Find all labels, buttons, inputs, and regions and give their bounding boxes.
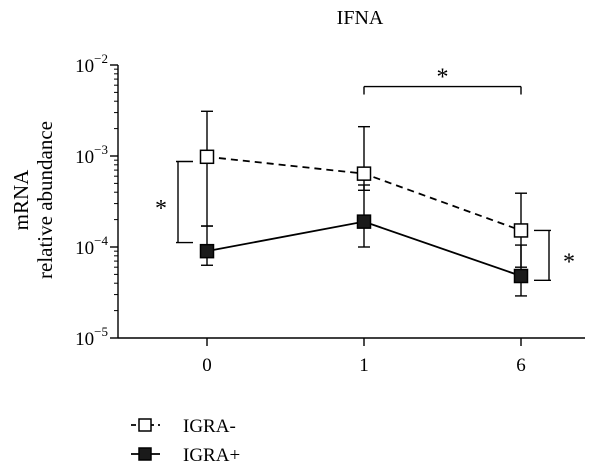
y-tick-label: 10−2 — [75, 51, 108, 77]
series-layer — [199, 110, 529, 297]
significance-star: * — [563, 249, 575, 275]
series-IGRA- — [199, 110, 529, 268]
y-tick-base: 10 — [75, 147, 94, 168]
significance-bracket: * — [534, 229, 575, 282]
y-tick-base: 10 — [75, 329, 94, 350]
y-tick-exponent: −5 — [94, 324, 108, 339]
significance-bracket: * — [155, 160, 193, 244]
y-tick-base: 10 — [75, 238, 94, 259]
x-tick-label: 0 — [202, 355, 212, 376]
significance-star: * — [437, 65, 449, 91]
legend-label: IGRA- — [183, 416, 236, 437]
legend-marker — [138, 447, 152, 461]
legend-marker — [138, 418, 152, 432]
legend-item: IGRA+ — [131, 445, 240, 466]
legend: IGRA- IGRA+ — [131, 416, 240, 466]
legend-label: IGRA+ — [183, 445, 240, 466]
y-tick-exponent: −3 — [94, 142, 108, 157]
y-tick-label: 10−3 — [75, 142, 108, 168]
y-tick-base: 10 — [75, 56, 94, 77]
y-tick-label: 10−4 — [75, 233, 108, 259]
data-point-marker — [199, 243, 215, 259]
y-tick-label: 10−5 — [75, 324, 108, 350]
data-point-marker — [513, 223, 529, 238]
y-axis-label: mRNA relative abundance — [9, 121, 57, 279]
legend-item: IGRA- — [131, 416, 236, 437]
y-axis-label-line-2: relative abundance — [33, 121, 57, 279]
axes: 10−210−310−410−50 1 6 — [75, 51, 585, 376]
significance-annotations: * * * — [155, 65, 575, 282]
data-point-marker — [356, 214, 372, 229]
y-tick-exponent: −2 — [94, 51, 108, 66]
data-point-marker — [513, 268, 529, 284]
data-point-marker — [356, 166, 372, 181]
data-point-marker — [199, 149, 215, 165]
error-bar — [201, 110, 213, 227]
x-tick-label: 6 — [516, 355, 526, 376]
significance-bracket: * — [363, 65, 522, 95]
significance-star: * — [155, 196, 167, 222]
y-axis-label-line-1: mRNA — [9, 169, 33, 231]
y-tick-exponent: −4 — [94, 233, 108, 248]
chart-title: IFNA — [337, 7, 384, 29]
series-IGRA+ — [199, 184, 529, 297]
x-tick-label: 1 — [359, 355, 369, 376]
